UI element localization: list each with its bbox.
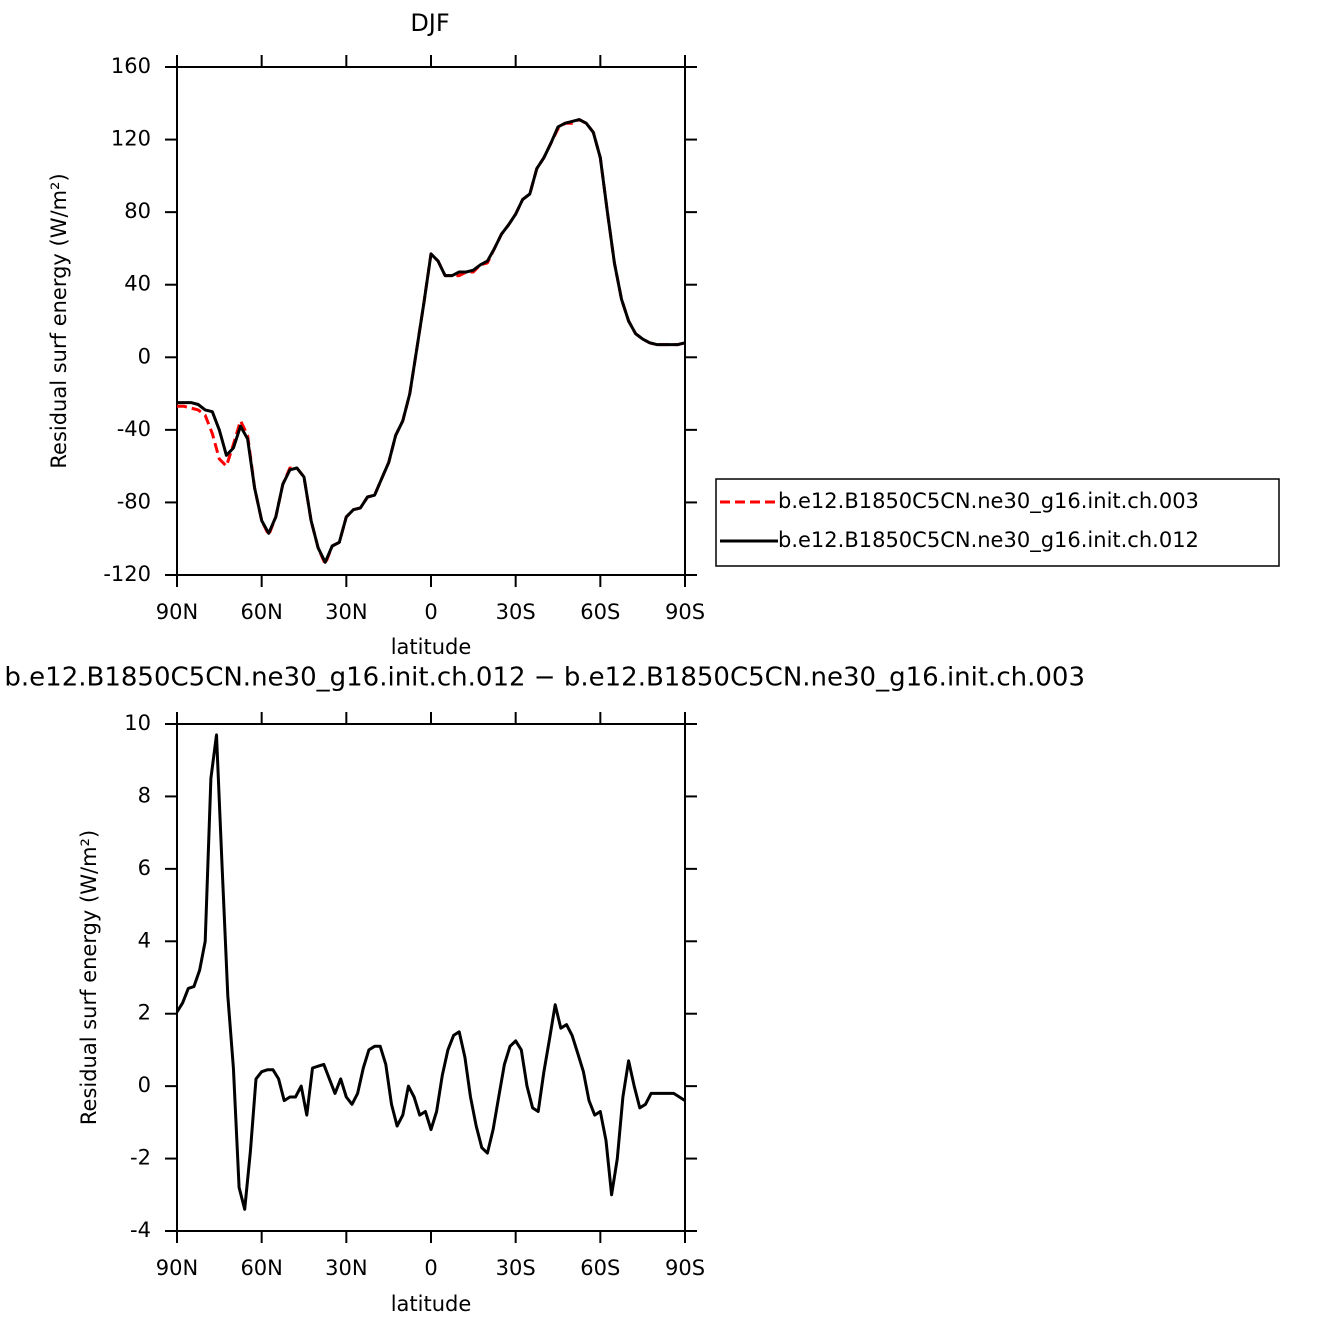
- x-tick-label: 30S: [496, 1256, 536, 1280]
- x-tick-label: 30N: [325, 600, 367, 624]
- x-axis-label: latitude: [391, 635, 472, 659]
- y-tick-label: 120: [111, 127, 151, 151]
- x-tick-label: 30S: [496, 600, 536, 624]
- legend-label: b.e12.B1850C5CN.ne30_g16.init.ch.012: [778, 528, 1199, 553]
- y-tick-label: 0: [138, 344, 151, 368]
- x-tick-label: 60S: [580, 1256, 620, 1280]
- x-tick-label: 90S: [665, 600, 705, 624]
- y-axis-label: Residual surf energy (W/m²): [47, 173, 71, 468]
- y-tick-label: 8: [138, 783, 151, 807]
- x-tick-label: 30N: [325, 1256, 367, 1280]
- y-tick-label: -120: [103, 562, 151, 586]
- chart-title: b.e12.B1850C5CN.ne30_g16.init.ch.012 − b…: [4, 663, 1085, 693]
- legend-label: b.e12.B1850C5CN.ne30_g16.init.ch.003: [778, 489, 1199, 514]
- x-axis-label: latitude: [391, 1292, 472, 1316]
- x-tick-label: 0: [424, 600, 437, 624]
- y-tick-label: 80: [124, 199, 151, 223]
- x-tick-label: 90N: [156, 600, 198, 624]
- x-tick-label: 60N: [240, 1256, 282, 1280]
- y-tick-label: 40: [124, 272, 151, 296]
- y-tick-label: 2: [138, 1001, 151, 1025]
- x-tick-label: 60N: [240, 600, 282, 624]
- legend-box: [715, 478, 1280, 567]
- y-tick-label: -40: [117, 417, 151, 441]
- data-line: [175, 733, 686, 1211]
- y-tick-label: 0: [138, 1073, 151, 1097]
- data-line: [177, 118, 686, 564]
- y-tick-label: 6: [138, 856, 151, 880]
- plot-frame: [176, 66, 686, 576]
- x-tick-label: 90N: [156, 1256, 198, 1280]
- x-tick-label: 90S: [665, 1256, 705, 1280]
- y-tick-label: 160: [111, 54, 151, 78]
- x-tick-label: 0: [424, 1256, 437, 1280]
- y-tick-label: -80: [117, 489, 151, 513]
- y-tick-label: -2: [130, 1146, 151, 1170]
- chart-title: DJF: [410, 9, 449, 37]
- y-tick-label: -4: [130, 1218, 151, 1242]
- y-tick-label: 10: [124, 711, 151, 735]
- y-tick-label: 4: [138, 928, 151, 952]
- y-axis-label: Residual surf energy (W/m²): [77, 830, 101, 1125]
- x-tick-label: 60S: [580, 600, 620, 624]
- data-line: [177, 118, 686, 566]
